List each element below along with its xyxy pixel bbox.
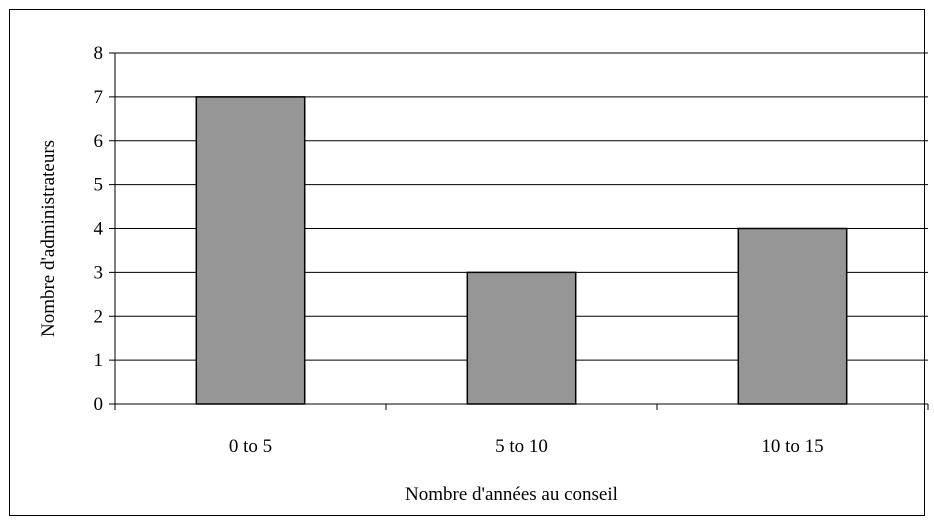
y-tick-label-2: 2 xyxy=(94,306,104,327)
bar-1 xyxy=(466,271,577,405)
y-tick-label-4: 4 xyxy=(94,219,104,240)
y-axis-title: Nombre d'administrateurs xyxy=(38,140,59,337)
x-tick-label-2: 10 to 15 xyxy=(761,436,823,457)
bars xyxy=(195,96,848,405)
x-tick-label-1: 5 to 10 xyxy=(495,436,548,457)
x-tick-labels: 0 to 5 5 to 10 10 to 15 xyxy=(229,436,824,457)
y-tick-label-6: 6 xyxy=(94,131,104,152)
y-tick-labels: 0 1 2 3 4 5 6 7 8 xyxy=(94,43,104,415)
bar-2 xyxy=(737,227,848,405)
y-tick-label-1: 1 xyxy=(94,350,104,371)
y-tick-label-5: 5 xyxy=(94,175,104,196)
y-tick-label-0: 0 xyxy=(94,394,104,415)
y-tick-label-3: 3 xyxy=(94,262,104,283)
y-tick-label-7: 7 xyxy=(94,87,104,108)
bar-0 xyxy=(195,96,306,405)
axes xyxy=(109,52,929,410)
y-tick-label-8: 8 xyxy=(94,43,104,64)
x-tick-label-0: 0 to 5 xyxy=(229,436,272,457)
x-axis-title: Nombre d'années au conseil xyxy=(405,484,618,505)
